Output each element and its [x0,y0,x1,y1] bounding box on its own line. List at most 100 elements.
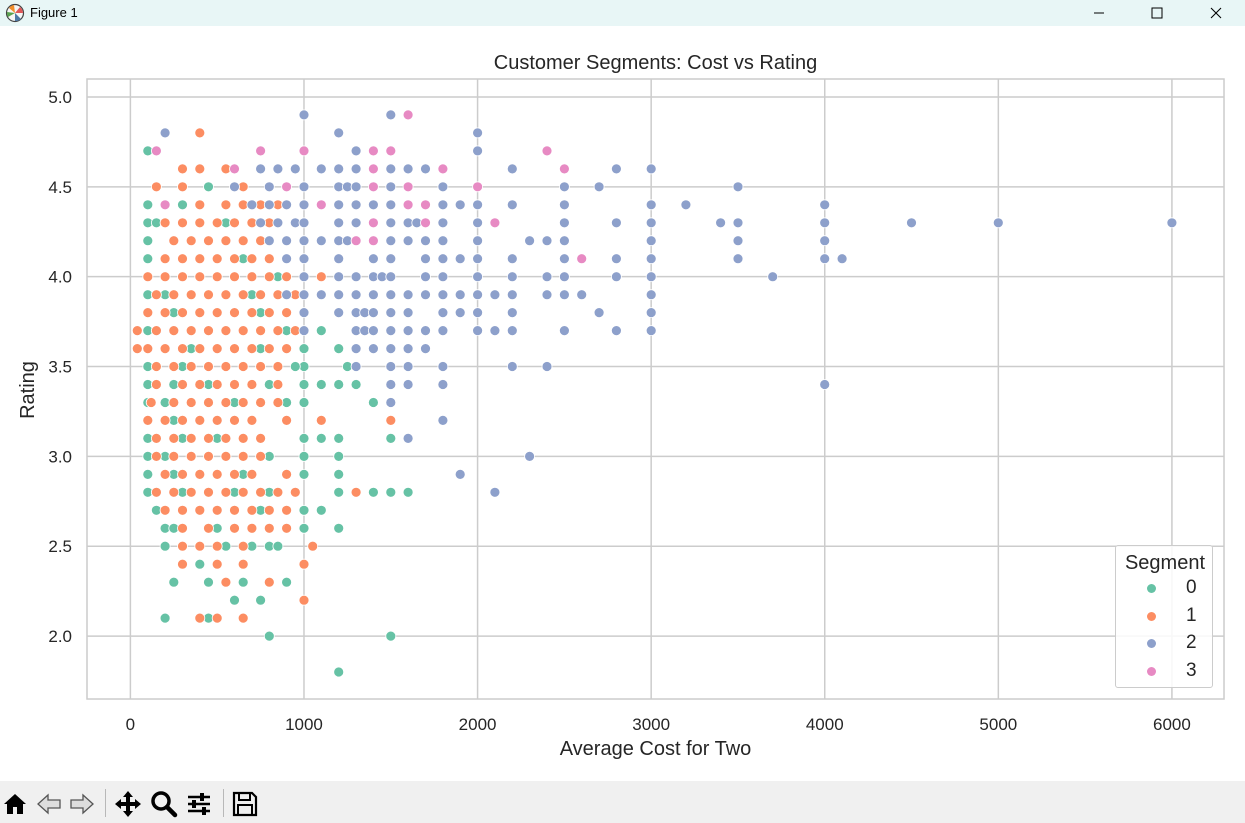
data-point-segment-1 [263,253,275,265]
back-button[interactable] [34,789,64,819]
data-point-segment-2 [819,199,831,211]
data-point-segment-1 [185,486,197,498]
data-point-segment-1 [150,325,162,337]
figure-canvas[interactable]: 0 1000 2000 3000 4000 5000 6000 2.0 2.5 3.0 3.5 4.0… [0,26,1245,781]
data-point-segment-2 [732,217,744,229]
data-point-segment-3 [315,199,327,211]
data-point-segment-1 [220,199,232,211]
axes-frame [86,78,1225,700]
data-point-segment-1 [203,289,214,301]
data-point-segment-1 [246,253,258,265]
data-point-segment-1 [142,414,154,426]
maximize-icon [1151,7,1163,19]
data-point-segment-2 [645,163,657,175]
data-point-segment-1 [168,486,180,498]
data-point-segment-1 [229,271,240,283]
data-point-segment-2 [402,307,414,319]
data-point-segment-2 [350,163,362,175]
data-point-segment-1 [385,414,397,426]
points-layer [131,109,1178,678]
data-point-segment-2 [576,289,588,301]
data-point-segment-1 [220,450,232,462]
data-point-segment-2 [819,217,831,229]
data-point-segment-2 [506,289,518,301]
data-point-segment-1 [246,522,258,534]
data-point-segment-2 [402,163,414,175]
maximize-button[interactable] [1128,0,1186,26]
data-point-segment-0 [263,630,275,642]
data-point-segment-0 [385,486,397,498]
data-point-segment-1 [150,361,162,372]
zoom-button[interactable] [149,789,179,819]
data-point-segment-2 [1166,217,1178,229]
data-point-segment-0 [333,432,345,444]
data-point-segment-2 [645,271,657,283]
legend-item-segment-3: 3 [1116,658,1214,684]
data-point-segment-1 [255,450,267,462]
data-point-segment-2 [298,199,310,211]
data-point-segment-1 [211,612,223,624]
data-point-segment-2 [437,379,449,390]
data-point-segment-2 [367,199,379,211]
data-point-segment-1 [177,468,188,480]
data-point-segment-2 [819,235,831,247]
data-point-segment-1 [281,414,293,426]
data-point-segment-1 [168,432,180,444]
forward-button[interactable] [67,789,97,819]
pan-button[interactable] [113,789,143,819]
data-point-segment-2 [298,181,310,193]
data-point-segment-1 [237,289,249,301]
data-point-segment-1 [159,468,171,480]
data-point-segment-2 [315,163,327,175]
legend-item-segment-0: 0 [1116,575,1214,601]
data-point-segment-0 [237,576,249,588]
data-point-segment-3 [385,145,397,157]
data-point-segment-1 [194,127,206,139]
data-point-segment-3 [420,217,431,229]
data-point-segment-1 [272,397,284,408]
minimize-button[interactable] [1070,0,1128,26]
configure-subplots-button[interactable] [184,789,214,819]
data-point-segment-2 [263,181,275,193]
data-point-segment-0 [298,468,310,480]
home-icon [4,794,26,814]
data-point-segment-2 [385,199,397,211]
data-point-segment-1 [177,540,188,552]
data-point-segment-2 [350,145,362,157]
data-point-segment-2 [593,181,605,193]
toolbar-separator [105,789,106,817]
data-point-segment-2 [559,289,570,301]
data-point-segment-2 [420,163,431,175]
data-point-segment-2 [732,253,744,265]
data-point-segment-0 [298,397,310,408]
data-point-segment-1 [281,271,293,283]
data-point-segment-1 [237,450,249,462]
data-point-segment-1 [298,558,310,570]
data-point-segment-2 [333,253,345,265]
data-point-segment-2 [559,253,570,265]
data-point-segment-2 [385,289,397,301]
data-point-segment-2 [298,271,310,283]
data-point-segment-2 [385,217,397,229]
data-point-segment-1 [211,468,223,480]
data-point-segment-2 [298,289,310,301]
save-button[interactable] [230,789,260,819]
data-point-segment-2 [315,289,327,301]
data-point-segment-0 [333,666,345,678]
data-point-segment-2 [454,289,466,301]
x-tick-label: 0 [126,715,135,734]
data-point-segment-0 [333,343,345,355]
legend-label-0: 0 [1186,577,1197,598]
close-button[interactable] [1187,0,1245,26]
data-point-segment-1 [142,343,154,355]
data-point-segment-2 [385,271,397,283]
data-point-segment-1 [185,361,197,372]
data-point-segment-1 [255,289,267,301]
arrow-left-icon [37,793,61,815]
data-point-segment-0 [142,235,154,247]
data-point-segment-1 [298,594,310,606]
data-point-segment-0 [385,432,397,444]
data-point-segment-1 [150,181,162,193]
navigation-toolbar [0,781,1245,823]
home-button[interactable] [0,789,30,819]
